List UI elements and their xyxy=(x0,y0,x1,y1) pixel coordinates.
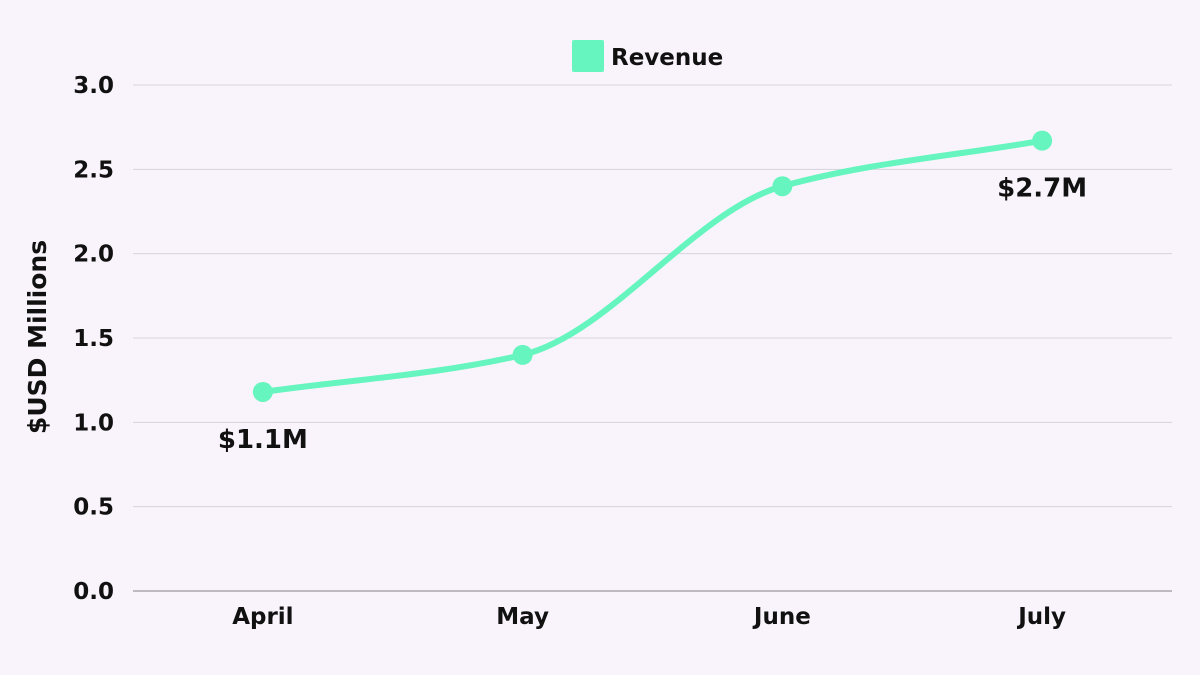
data-label: $1.1M xyxy=(218,425,308,455)
y-tick-label: 0.5 xyxy=(73,495,114,521)
data-label: $2.7M xyxy=(997,174,1087,204)
y-axis-ticks: 0.0 0.5 1.0 1.5 2.0 2.5 3.0 xyxy=(73,73,114,605)
x-tick-label: July xyxy=(1016,604,1066,630)
data-labels: $1.1M $2.7M xyxy=(218,174,1087,455)
data-point-july xyxy=(1032,130,1053,151)
legend-swatch-revenue xyxy=(572,40,604,72)
legend-label-revenue: Revenue xyxy=(611,45,723,71)
y-tick-label: 3.0 xyxy=(73,73,114,99)
data-point-may xyxy=(512,344,533,365)
data-point-april xyxy=(252,381,273,402)
series-line-revenue xyxy=(259,137,1046,395)
y-axis-title: $USD Millions xyxy=(23,240,52,434)
y-tick-label: 0.0 xyxy=(73,579,114,605)
x-tick-label: June xyxy=(752,604,811,630)
y-tick-label: 1.5 xyxy=(73,326,114,352)
x-tick-label: May xyxy=(496,604,549,630)
y-tick-label: 2.0 xyxy=(73,242,114,268)
x-tick-label: April xyxy=(232,604,293,630)
x-axis-ticks: April May June July xyxy=(232,604,1066,630)
y-tick-label: 1.0 xyxy=(73,410,114,436)
data-point-june xyxy=(772,176,793,197)
legend: Revenue xyxy=(572,40,723,72)
y-tick-label: 2.5 xyxy=(73,157,114,183)
gridlines xyxy=(133,84,1172,592)
series-revenue xyxy=(252,130,1053,402)
